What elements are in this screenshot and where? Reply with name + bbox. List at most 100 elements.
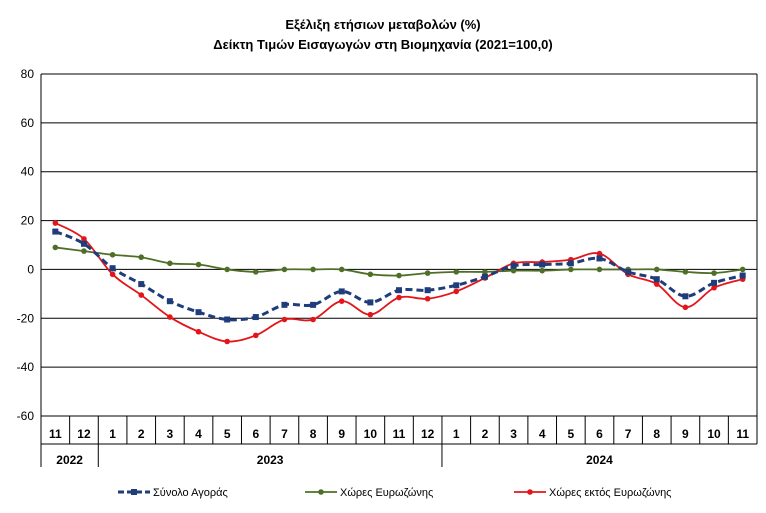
- x-tick-label: 7: [625, 427, 632, 441]
- data-point: [682, 304, 689, 311]
- data-point: [80, 240, 87, 247]
- legend-item: Χώρες Ευρωζώνης: [305, 487, 433, 499]
- data-point: [453, 288, 460, 295]
- data-point: [224, 266, 230, 273]
- x-tick-label: 3: [167, 427, 174, 441]
- data-point: [711, 279, 718, 286]
- data-point: [510, 267, 517, 274]
- data-point: [310, 316, 316, 323]
- x-tick-label: 6: [596, 427, 603, 441]
- y-tick-label: -20: [17, 311, 35, 325]
- data-point: [52, 220, 59, 226]
- data-point: [682, 269, 689, 275]
- x-tick-label: 9: [682, 427, 689, 441]
- data-point: [138, 254, 145, 261]
- chart-title: Εξέλιξη ετήσιων μεταβολών (%): [285, 17, 480, 32]
- data-point: [596, 266, 603, 273]
- data-point: [481, 273, 488, 280]
- data-point: [424, 270, 431, 276]
- y-tick-label: 40: [21, 165, 35, 179]
- x-tick-label: 8: [310, 427, 317, 441]
- data-point: [195, 309, 202, 316]
- series-line: [55, 246, 743, 277]
- year-label: 2024: [586, 453, 613, 467]
- legend-swatch-marker: [527, 489, 533, 495]
- series-line: [54, 222, 743, 343]
- legend: Σύνολο Αγοράς Χώρες Ευρωζώνης Χώρες εκτός …: [118, 487, 672, 499]
- data-point: [338, 288, 345, 295]
- legend-item: Χώρες εκτός Ευρωζώνης: [514, 487, 672, 499]
- series-layer: [52, 220, 746, 345]
- x-tick-label: 10: [364, 427, 378, 441]
- data-point: [109, 271, 116, 278]
- legend-label: Σύνολο Αγοράς: [153, 487, 228, 499]
- x-tick-label: 12: [77, 427, 91, 441]
- series-0: [52, 228, 746, 323]
- x-tick-label: 11: [736, 427, 749, 441]
- data-point: [711, 284, 717, 291]
- data-point: [539, 267, 545, 274]
- x-tick-label: 4: [195, 427, 202, 441]
- y-tick-label: -60: [17, 409, 35, 423]
- legend-label: Χώρες εκτός Ευρωζώνης: [549, 487, 672, 499]
- data-point: [52, 244, 59, 251]
- data-point: [453, 269, 460, 275]
- data-point: [453, 282, 460, 289]
- data-point: [138, 292, 145, 298]
- data-point: [739, 266, 746, 273]
- data-point: [367, 299, 374, 306]
- x-tick-label: 2: [138, 427, 145, 441]
- data-point: [653, 276, 660, 283]
- data-point: [596, 255, 603, 262]
- data-point: [682, 293, 689, 300]
- data-point: [424, 287, 431, 294]
- legend-item: Σύνολο Αγοράς: [118, 487, 228, 499]
- data-point: [52, 228, 59, 235]
- data-point: [482, 269, 488, 275]
- x-tick-label: 2: [482, 427, 489, 441]
- data-point: [281, 266, 288, 273]
- data-point: [711, 270, 717, 276]
- data-point: [567, 260, 574, 267]
- x-tick-label: 4: [539, 427, 546, 441]
- x-tick-label: 1: [109, 427, 116, 441]
- data-point: [167, 260, 173, 267]
- chart-subtitle: Δείκτη Τιμών Εισαγωγών στη Βιομηχανία (2…: [213, 37, 553, 52]
- x-tick-label: 8: [653, 427, 660, 441]
- data-point: [81, 248, 87, 254]
- data-point: [510, 262, 517, 269]
- x-tick-label: 1: [453, 427, 460, 441]
- data-point: [310, 301, 317, 308]
- data-point: [367, 271, 374, 278]
- data-point: [424, 295, 431, 302]
- data-point: [596, 250, 603, 257]
- data-point: [396, 287, 402, 294]
- y-tick-label: 60: [21, 116, 35, 130]
- data-point: [224, 338, 230, 345]
- data-point: [739, 272, 746, 279]
- data-point: [81, 236, 87, 242]
- year-label: 2022: [56, 453, 83, 467]
- y-tick-label: 80: [21, 67, 35, 81]
- data-point: [195, 328, 202, 335]
- data-point: [252, 314, 259, 321]
- data-point: [625, 268, 632, 275]
- legend-swatch-marker: [318, 489, 324, 495]
- x-tick-label: 9: [338, 427, 345, 441]
- data-point: [224, 316, 231, 323]
- data-point: [253, 332, 259, 339]
- x-tick-label: 3: [510, 427, 517, 441]
- data-point: [310, 266, 316, 273]
- x-tick-label: 11: [49, 427, 62, 441]
- data-point: [195, 261, 202, 268]
- series-1: [52, 244, 746, 279]
- year-label: 2023: [257, 453, 284, 467]
- legend-label: Χώρες Ευρωζώνης: [340, 487, 433, 499]
- y-tick-label: 0: [27, 262, 34, 276]
- data-point: [281, 301, 288, 308]
- data-point: [166, 298, 173, 305]
- x-tick-label: 6: [252, 427, 259, 441]
- data-point: [653, 266, 660, 273]
- data-point: [396, 294, 402, 301]
